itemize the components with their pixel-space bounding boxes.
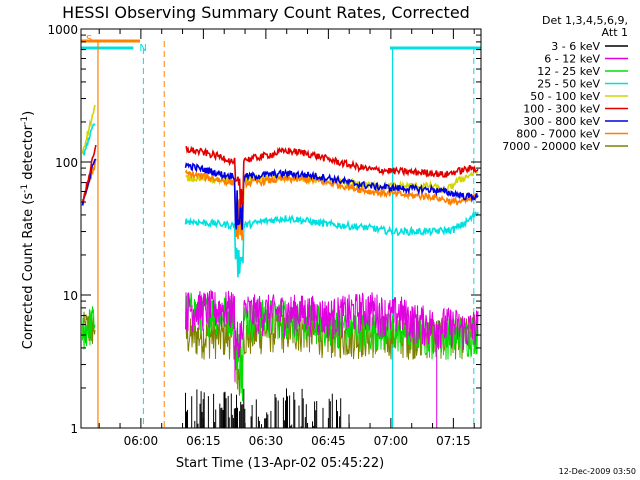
legend-label: 25 - 50 keV xyxy=(537,78,600,91)
y-tick-label: 100 xyxy=(55,156,78,170)
chart-title: HESSI Observing Summary Count Rates, Cor… xyxy=(62,3,470,22)
plot-content: SN xyxy=(81,34,481,428)
series-line-6-0 xyxy=(82,306,96,350)
x-tick-label: 07:15 xyxy=(436,434,471,448)
legend-label: 6 - 12 keV xyxy=(544,53,600,66)
series-line-0-1 xyxy=(185,145,479,208)
legend-label: 300 - 800 keV xyxy=(523,115,600,128)
series-3-6kev xyxy=(185,388,350,428)
legend-label: 50 - 100 keV xyxy=(530,90,600,103)
y-tick-label: 1000 xyxy=(47,23,78,37)
x-tick-label: 06:00 xyxy=(124,434,159,448)
series-6-12keV xyxy=(185,289,479,383)
legend-label: 7000 - 20000 keV xyxy=(502,140,600,153)
series-line-0-0 xyxy=(81,144,97,204)
series-100-300keV xyxy=(81,144,479,208)
series-line-1-1 xyxy=(184,162,479,230)
x-tick-label: 06:30 xyxy=(249,434,284,448)
y-axis-label-sup1: -1 xyxy=(20,184,30,193)
series-line-3-0 xyxy=(81,104,96,154)
series-line-4-0 xyxy=(81,123,96,156)
y-axis-label-end: ) xyxy=(21,111,36,116)
x-tick-label: 06:45 xyxy=(311,434,346,448)
y-axis-label-sup2: -1 xyxy=(20,116,30,125)
series-12-25keV xyxy=(82,292,479,402)
legend-label: 800 - 7000 keV xyxy=(516,128,600,141)
axis-frame xyxy=(80,28,482,429)
y-axis-label: Corrected Count Rate (s-1 detector-1) xyxy=(20,111,36,349)
legend-label: 3 - 6 keV xyxy=(551,40,600,53)
series-line-5-1 xyxy=(185,289,479,383)
x-axis-label: Start Time (13-Apr-02 05:45:22) xyxy=(176,456,384,471)
x-tick-label: 07:00 xyxy=(374,434,409,448)
y-axis-label-mid: detector xyxy=(21,124,36,184)
saa-label: S xyxy=(86,34,92,45)
y-axis-label-main: Corrected Count Rate (s xyxy=(21,193,36,350)
legend-header: Det 1,3,4,5,6,9, xyxy=(542,14,628,27)
legend-label: 100 - 300 keV xyxy=(523,103,600,116)
y-tick-label: 1 xyxy=(70,422,78,436)
night-label: N xyxy=(139,43,146,54)
footer-timestamp: 12-Dec-2009 03:50 xyxy=(559,467,636,476)
legend-header: Att 1 xyxy=(602,26,628,39)
legend-label: 12 - 25 keV xyxy=(537,65,600,78)
series-line-4-1 xyxy=(184,211,479,278)
series-25-50keV xyxy=(81,123,479,278)
x-tick-label: 06:15 xyxy=(186,434,221,448)
y-tick-label: 10 xyxy=(63,289,78,303)
